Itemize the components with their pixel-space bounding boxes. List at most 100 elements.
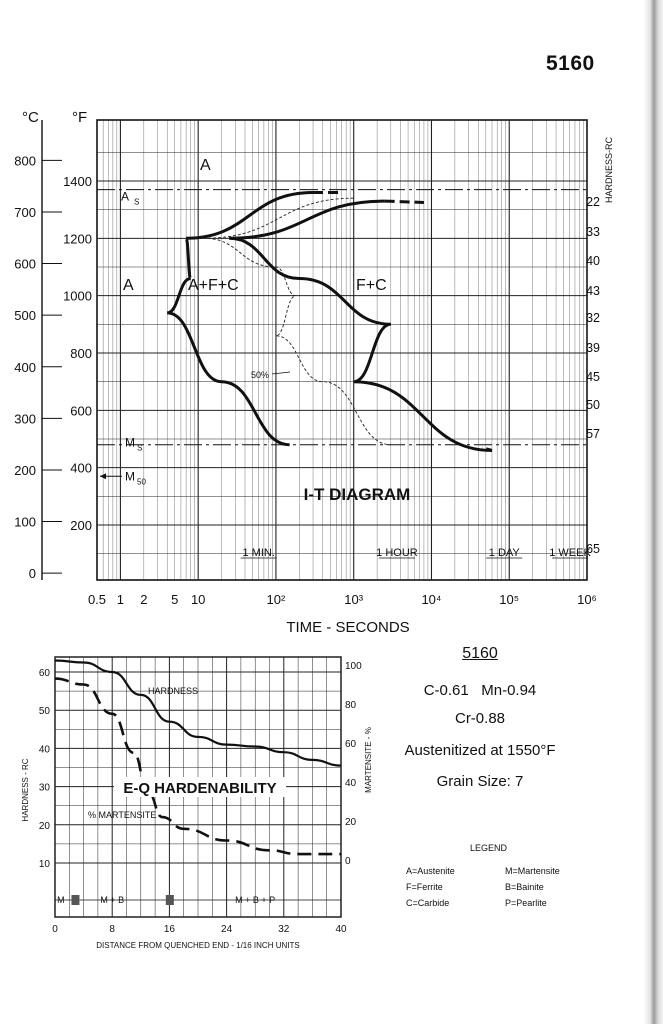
celsius-tick-label: 200	[14, 463, 36, 478]
fahrenheit-tick-label: 400	[70, 461, 92, 476]
legend-item: C=Carbide	[406, 898, 450, 908]
fahrenheit-tick-label: 1200	[63, 231, 92, 246]
eq-right-tick-label: 40	[345, 778, 357, 789]
hardness-value: 45	[586, 370, 600, 384]
eq-right-tick-label: 0	[345, 856, 351, 867]
it-title: I-T DIAGRAM	[304, 485, 411, 504]
start-curve	[166, 191, 314, 447]
legend-title: LEGEND	[470, 843, 508, 853]
eq-title: E-Q HARDENABILITY	[123, 780, 276, 797]
hardness-value: 33	[586, 225, 600, 239]
hardness-value: 40	[586, 254, 600, 268]
region-label-f-c: F+C	[356, 277, 387, 294]
eq-right-tick-label: 60	[345, 739, 357, 750]
eq-band-label: M + B	[100, 895, 124, 905]
eq-x-tick-label: 16	[164, 924, 176, 935]
x-tick-label: 0.5	[88, 592, 106, 607]
eq-x-tick-label: 8	[109, 924, 115, 935]
fahrenheit-tick-label: 200	[70, 518, 92, 533]
eq-band-marker	[165, 895, 174, 905]
legend-item: P=Pearlite	[505, 898, 547, 908]
grain-size: Grain Size: 7	[436, 773, 524, 790]
fahrenheit-unit-label: °F	[72, 109, 87, 126]
page-number: 5160	[546, 52, 595, 75]
chemistry-line-2: Cr-0.88	[454, 710, 506, 727]
time-marker-label: 1 WEEK	[549, 547, 591, 559]
x-tick-label: 10²	[267, 592, 286, 607]
time-marker-label: 1 MIN.	[242, 547, 274, 559]
celsius-tick-label: 400	[14, 360, 36, 375]
m50-label: M	[125, 469, 135, 483]
m50-arrowhead	[100, 473, 106, 480]
austenitized-temp: Austenitized at 1550°F	[404, 742, 556, 759]
x-tick-label: 5	[171, 592, 178, 607]
eq-right-tick-label: 20	[345, 817, 357, 828]
as-label: A	[121, 190, 129, 204]
celsius-tick-label: 100	[14, 515, 36, 530]
eq-band-label: M	[57, 895, 65, 905]
x-tick-label: 10	[191, 592, 205, 607]
finish-curve	[229, 199, 493, 452]
martensite-series-label: % MARTENSITE	[88, 810, 156, 820]
celsius-tick-label: 0	[29, 566, 36, 581]
fifty-percent-curve	[204, 197, 391, 446]
chemistry-line-1: C-0.61 Mn-0.94	[423, 682, 537, 699]
hardness-value: 50	[586, 398, 600, 412]
eq-x-tick-label: 32	[278, 924, 290, 935]
eq-left-tick-label: 20	[39, 821, 51, 832]
x-tick-label: 1	[117, 592, 124, 607]
hardness-value: 39	[586, 341, 600, 355]
eq-x-tick-label: 24	[221, 924, 233, 935]
legend-item: F=Ferrite	[406, 882, 443, 892]
eq-band-marker	[71, 895, 80, 905]
celsius-tick-label: 500	[14, 308, 36, 323]
finish-curve-tail	[481, 446, 493, 452]
m50-label-subscript: 50	[137, 477, 146, 486]
x-tick-label: 10⁶	[577, 592, 597, 607]
x-tick-label: 10³	[344, 592, 363, 607]
region-label-austenite: A	[123, 277, 134, 294]
time-marker-label: 1 HOUR	[376, 547, 418, 559]
celsius-tick-label: 700	[14, 205, 36, 220]
hardness-curve	[54, 659, 342, 767]
fahrenheit-tick-label: 800	[70, 346, 92, 361]
celsius-tick-label: 300	[14, 411, 36, 426]
legend-item: B=Bainite	[505, 882, 544, 892]
fahrenheit-tick-label: 1000	[63, 289, 92, 304]
eq-left-tick-label: 10	[39, 859, 51, 870]
x-tick-label: 10⁴	[421, 592, 441, 607]
eq-x-axis-title: DISTANCE FROM QUENCHED END - 1/16 INCH U…	[96, 941, 299, 950]
steel-grade-title: 5160	[462, 645, 498, 662]
eq-right-tick-label: 100	[345, 661, 362, 672]
eq-left-tick-label: 50	[39, 706, 51, 717]
eq-x-tick-label: 40	[335, 924, 347, 935]
legend-item: A=Austenite	[406, 866, 455, 876]
page-edge	[643, 0, 663, 1024]
x-tick-label: 10⁵	[499, 592, 519, 607]
celsius-tick-label: 800	[14, 153, 36, 168]
fifty-percent-label: 50%	[251, 370, 269, 380]
hardness-series-label: HARDNESS	[148, 686, 198, 696]
eq-left-tick-label: 60	[39, 668, 51, 679]
hardness-value: 32	[586, 311, 600, 325]
hardness-value: 43	[586, 284, 600, 298]
ms-label-subscript: S	[137, 444, 142, 453]
hardness-axis-label: HARDNESS-RC	[604, 137, 614, 204]
eq-right-tick-label: 80	[345, 700, 357, 711]
eq-band-label: M + B + P	[235, 895, 275, 905]
eq-title-background	[114, 777, 286, 797]
finish-curve-dashed	[384, 199, 424, 204]
fifty-percent-pointer	[271, 371, 291, 375]
martensite-curve	[54, 677, 341, 856]
hardness-value: 65	[586, 542, 600, 556]
eq-left-tick-label: 30	[39, 783, 51, 794]
eq-left-tick-label: 40	[39, 744, 51, 755]
eq-left-axis-title: HARDNESS - RC	[21, 758, 30, 821]
as-label-subscript: S	[134, 198, 139, 207]
celsius-tick-label: 600	[14, 257, 36, 272]
celsius-unit-label: °C	[22, 109, 39, 126]
eq-x-tick-label: 0	[52, 924, 58, 935]
fahrenheit-tick-label: 1400	[63, 174, 92, 189]
fahrenheit-tick-label: 600	[70, 403, 92, 418]
